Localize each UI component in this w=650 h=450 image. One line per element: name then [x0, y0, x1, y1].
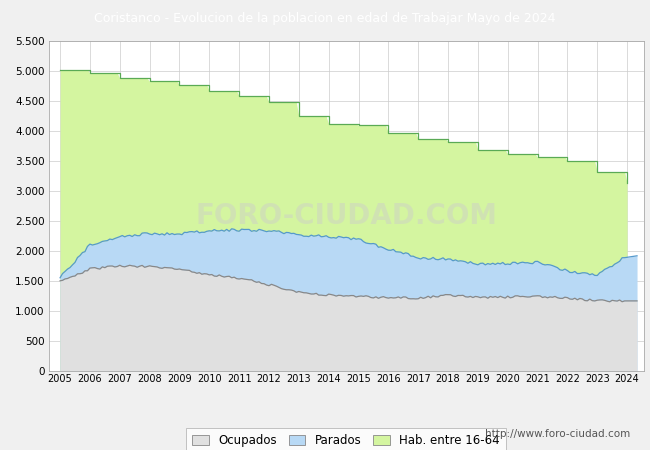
Text: FORO-CIUDAD.COM: FORO-CIUDAD.COM	[195, 202, 497, 230]
Text: Coristanco - Evolucion de la poblacion en edad de Trabajar Mayo de 2024: Coristanco - Evolucion de la poblacion e…	[94, 12, 556, 25]
Text: http://www.foro-ciudad.com: http://www.foro-ciudad.com	[486, 429, 630, 439]
Legend: Ocupados, Parados, Hab. entre 16-64: Ocupados, Parados, Hab. entre 16-64	[187, 428, 506, 450]
